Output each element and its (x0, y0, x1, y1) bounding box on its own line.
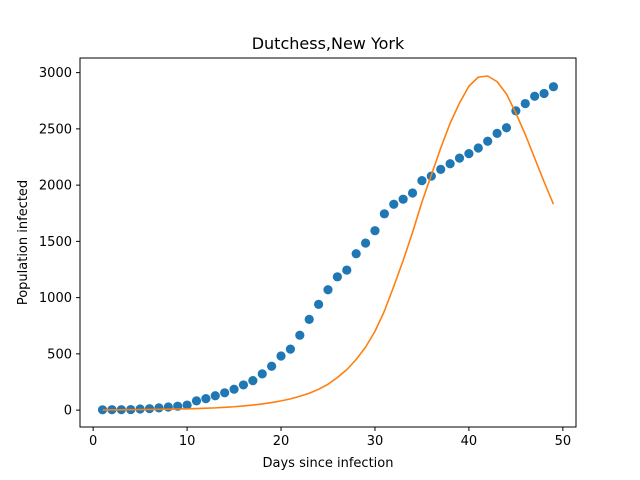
data-point (229, 384, 239, 394)
data-point (267, 361, 277, 371)
y-tick-label: 0 (64, 404, 72, 419)
x-tick-label: 0 (89, 434, 97, 449)
data-point (539, 88, 549, 99)
data-point (210, 391, 220, 401)
y-tick-label: 1000 (39, 291, 72, 306)
data-point (530, 91, 540, 101)
data-point (436, 164, 446, 174)
data-point (163, 402, 173, 412)
data-point (548, 82, 559, 92)
x-tick-label: 10 (179, 434, 196, 449)
data-point (191, 396, 202, 406)
x-tick-label: 50 (555, 434, 572, 449)
data-point (304, 314, 314, 324)
data-point (492, 128, 502, 138)
chart-title: Dutchess,New York (252, 34, 405, 53)
x-tick-label: 30 (367, 434, 384, 449)
y-tick-label: 500 (47, 347, 72, 362)
data-point (501, 123, 512, 133)
data-point (248, 376, 258, 386)
data-point (182, 400, 192, 410)
data-point (257, 369, 267, 379)
data-point (342, 265, 352, 275)
data-point (351, 249, 361, 259)
x-axis-ticks: 0 10 20 30 40 50 (89, 427, 571, 449)
data-point (464, 149, 474, 159)
data-point (520, 98, 530, 109)
data-point (154, 403, 164, 413)
data-point (323, 285, 333, 295)
y-axis-ticks: 0 500 1000 1500 2000 2500 3000 (39, 66, 80, 419)
y-tick-label: 2000 (39, 179, 72, 194)
y-tick-label: 3000 (39, 66, 72, 81)
data-point (398, 194, 408, 204)
data-point (285, 344, 296, 354)
axes-frame (79, 57, 577, 428)
data-point (379, 209, 389, 219)
plot-area (97, 75, 559, 415)
data-point (454, 153, 465, 163)
data-point (473, 143, 483, 153)
data-point (276, 351, 286, 361)
data-point (483, 136, 493, 146)
data-point (295, 330, 305, 340)
x-axis-label: Days since infection (263, 456, 394, 471)
data-point (389, 199, 399, 209)
fitted-curve-line (102, 75, 555, 411)
x-tick-label: 40 (461, 434, 478, 449)
data-point (417, 176, 427, 186)
data-point (201, 394, 211, 404)
data-point (314, 299, 324, 309)
y-tick-label: 1500 (39, 235, 72, 250)
data-point (360, 238, 371, 248)
data-point (445, 159, 455, 169)
data-point (220, 388, 230, 398)
data-point (238, 380, 249, 390)
data-point (370, 226, 380, 236)
y-tick-label: 2500 (39, 122, 72, 137)
y-axis-label: Population infected (16, 180, 31, 305)
data-point (332, 272, 342, 282)
data-point (407, 188, 418, 198)
x-tick-label: 20 (273, 434, 290, 449)
